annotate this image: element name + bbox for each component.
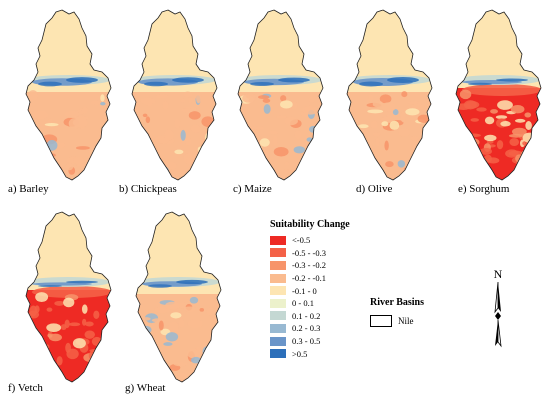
north-label: N <box>494 268 503 281</box>
panel-caption-barley: a) Barley <box>8 183 49 195</box>
map-panel-maize <box>234 8 326 184</box>
basin-outline-swatch <box>370 315 392 327</box>
map-panel-barley <box>22 8 114 184</box>
legend-item: 0.2 - 0.3 <box>270 322 350 335</box>
basin-map <box>346 9 433 181</box>
legend-label: -0.3 - -0.2 <box>292 260 326 271</box>
legend-swatch <box>270 323 286 333</box>
legend-label: <-0.5 <box>292 235 311 246</box>
map-panel-sorghum <box>452 8 544 184</box>
basin-map <box>25 211 112 383</box>
legend-swatch <box>270 260 286 270</box>
legend-title: Suitability Change <box>270 219 350 230</box>
river-basins-title: River Basins <box>370 297 424 308</box>
suitability-legend: Suitability Change <-0.5 -0.5 - -0.3 -0.3 … <box>270 219 350 360</box>
legend-label: -0.2 - -0.1 <box>292 273 326 284</box>
legend-swatch <box>270 273 286 283</box>
legend-item: 0.3 - 0.5 <box>270 335 350 348</box>
legend-swatch <box>270 311 286 321</box>
river-basins-label: Nile <box>398 316 414 326</box>
legend-label: -0.5 - -0.3 <box>292 247 326 258</box>
legend-item: <-0.5 <box>270 234 350 247</box>
panel-caption-vetch: f) Vetch <box>8 382 43 394</box>
legend-swatch <box>270 286 286 296</box>
legend-label: >0.5 <box>292 348 308 359</box>
legend-swatch <box>270 336 286 346</box>
legend-item: -0.5 - -0.3 <box>270 247 350 260</box>
panel-caption-chickpeas: b) Chickpeas <box>119 183 177 195</box>
legend-label: 0.1 - 0.2 <box>292 310 321 321</box>
map-panel-chickpeas <box>128 8 220 184</box>
river-basins-item: Nile <box>370 315 424 327</box>
map-panel-olive <box>343 8 435 184</box>
legend-swatch <box>270 349 286 359</box>
map-panel-wheat <box>132 210 224 386</box>
legend-label: 0.2 - 0.3 <box>292 323 321 334</box>
panel-caption-maize: c) Maize <box>233 183 272 195</box>
basin-map <box>135 211 222 383</box>
legend-label: 0.3 - 0.5 <box>292 336 321 347</box>
basin-map <box>131 9 218 181</box>
legend-item: -0.3 - -0.2 <box>270 259 350 272</box>
legend-swatch <box>270 248 286 258</box>
legend-item: >0.5 <box>270 347 350 360</box>
basin-map <box>455 9 542 181</box>
legend-items: <-0.5 -0.5 - -0.3 -0.3 - -0.2 -0.2 - -0.1 -0… <box>270 234 350 360</box>
legend-swatch <box>270 235 286 245</box>
legend-swatch <box>270 298 286 308</box>
panel-caption-wheat: g) Wheat <box>125 382 166 394</box>
north-arrow-icon: N <box>490 267 506 350</box>
panel-caption-olive: d) Olive <box>356 183 393 195</box>
legend-item: 0.1 - 0.2 <box>270 310 350 323</box>
legend-label: -0.1 - 0 <box>292 285 317 296</box>
legend-item: -0.1 - 0 <box>270 284 350 297</box>
legend-label: 0 - 0.1 <box>292 298 314 309</box>
panel-caption-sorghum: e) Sorghum <box>458 183 510 195</box>
basin-map <box>25 9 112 181</box>
river-basins-legend: River Basins Nile <box>370 297 424 327</box>
legend-item: -0.2 - -0.1 <box>270 272 350 285</box>
legend-item: 0 - 0.1 <box>270 297 350 310</box>
map-panel-vetch <box>22 210 114 386</box>
basin-map <box>237 9 324 181</box>
